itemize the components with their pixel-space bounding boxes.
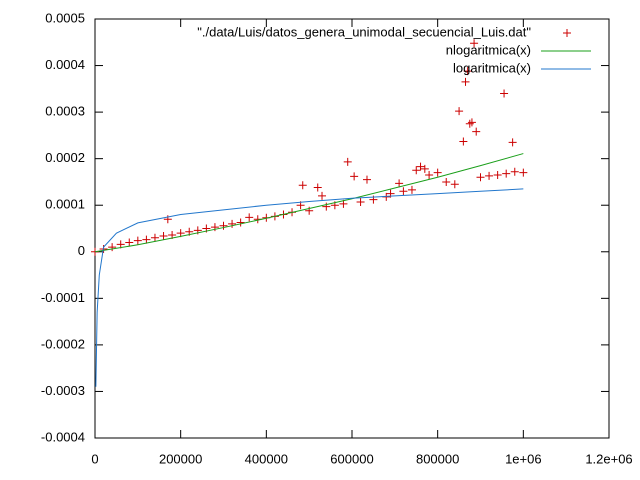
data-point <box>125 238 134 247</box>
data-point <box>470 39 479 48</box>
legend-label: logaritmica(x) <box>453 60 531 75</box>
data-point <box>485 171 494 180</box>
data-point <box>362 175 371 184</box>
y-tick-label: -0.0004 <box>41 429 85 444</box>
data-point <box>245 213 254 222</box>
data-point <box>313 183 322 192</box>
fit-line <box>95 188 524 387</box>
data-point <box>472 127 481 136</box>
data-point <box>236 218 245 227</box>
data-point <box>465 119 474 128</box>
x-tick-label: 800000 <box>416 451 459 466</box>
data-point <box>356 197 365 206</box>
data-point <box>298 181 307 190</box>
data-point <box>519 168 528 177</box>
data-point <box>442 177 451 186</box>
data-point <box>461 77 470 86</box>
plot-border <box>94 18 610 439</box>
data-point <box>150 233 159 242</box>
data-point <box>228 219 237 228</box>
data-point <box>455 107 464 116</box>
fit-line <box>94 153 524 253</box>
data-point <box>343 157 352 166</box>
data-point <box>133 236 142 245</box>
data-point <box>108 243 117 252</box>
data-point <box>459 137 468 146</box>
data-point <box>116 240 125 249</box>
y-tick-label: -0.0003 <box>41 383 85 398</box>
y-tick-label: 0.0005 <box>45 10 85 25</box>
data-point <box>508 138 517 147</box>
x-tick-label: 1.2e+06 <box>585 451 632 466</box>
data-point <box>395 179 404 188</box>
data-point <box>425 170 434 179</box>
data-point <box>412 166 421 175</box>
data-point <box>463 67 472 76</box>
legend-label: "./data/Luis/datos_genera_unimodal_secue… <box>197 24 531 39</box>
y-tick-label: -0.0001 <box>41 290 85 305</box>
data-point <box>350 172 359 181</box>
data-point <box>399 187 408 196</box>
y-tick-label: 0.0004 <box>45 57 85 72</box>
y-tick-label: 0.0003 <box>45 104 85 119</box>
data-point <box>493 170 502 179</box>
data-point <box>467 118 476 127</box>
data-point <box>500 89 509 98</box>
data-point <box>433 168 442 177</box>
data-point <box>450 180 459 189</box>
x-tick-label: 0 <box>91 451 98 466</box>
data-point <box>142 235 151 244</box>
x-tick-label: 400000 <box>245 451 288 466</box>
y-tick-label: -0.0002 <box>41 336 85 351</box>
x-tick-label: 1e+06 <box>505 451 542 466</box>
data-point <box>420 164 429 173</box>
data-point <box>318 191 327 200</box>
data-point <box>219 221 228 230</box>
data-point <box>322 202 331 211</box>
data-point <box>502 169 511 178</box>
y-tick-label: 0.0002 <box>45 150 85 165</box>
data-point <box>407 185 416 194</box>
y-tick-label: 0 <box>78 243 85 258</box>
y-tick-label: 0.0001 <box>45 197 85 212</box>
data-point <box>476 173 485 182</box>
legend-marker <box>563 29 571 37</box>
data-point <box>159 231 168 240</box>
data-point <box>510 167 519 176</box>
data-point <box>163 215 172 224</box>
legend-label: nlogaritmica(x) <box>446 42 531 57</box>
data-point <box>176 229 185 238</box>
x-tick-label: 600000 <box>330 451 373 466</box>
data-point <box>416 162 425 171</box>
x-tick-label: 200000 <box>159 451 202 466</box>
